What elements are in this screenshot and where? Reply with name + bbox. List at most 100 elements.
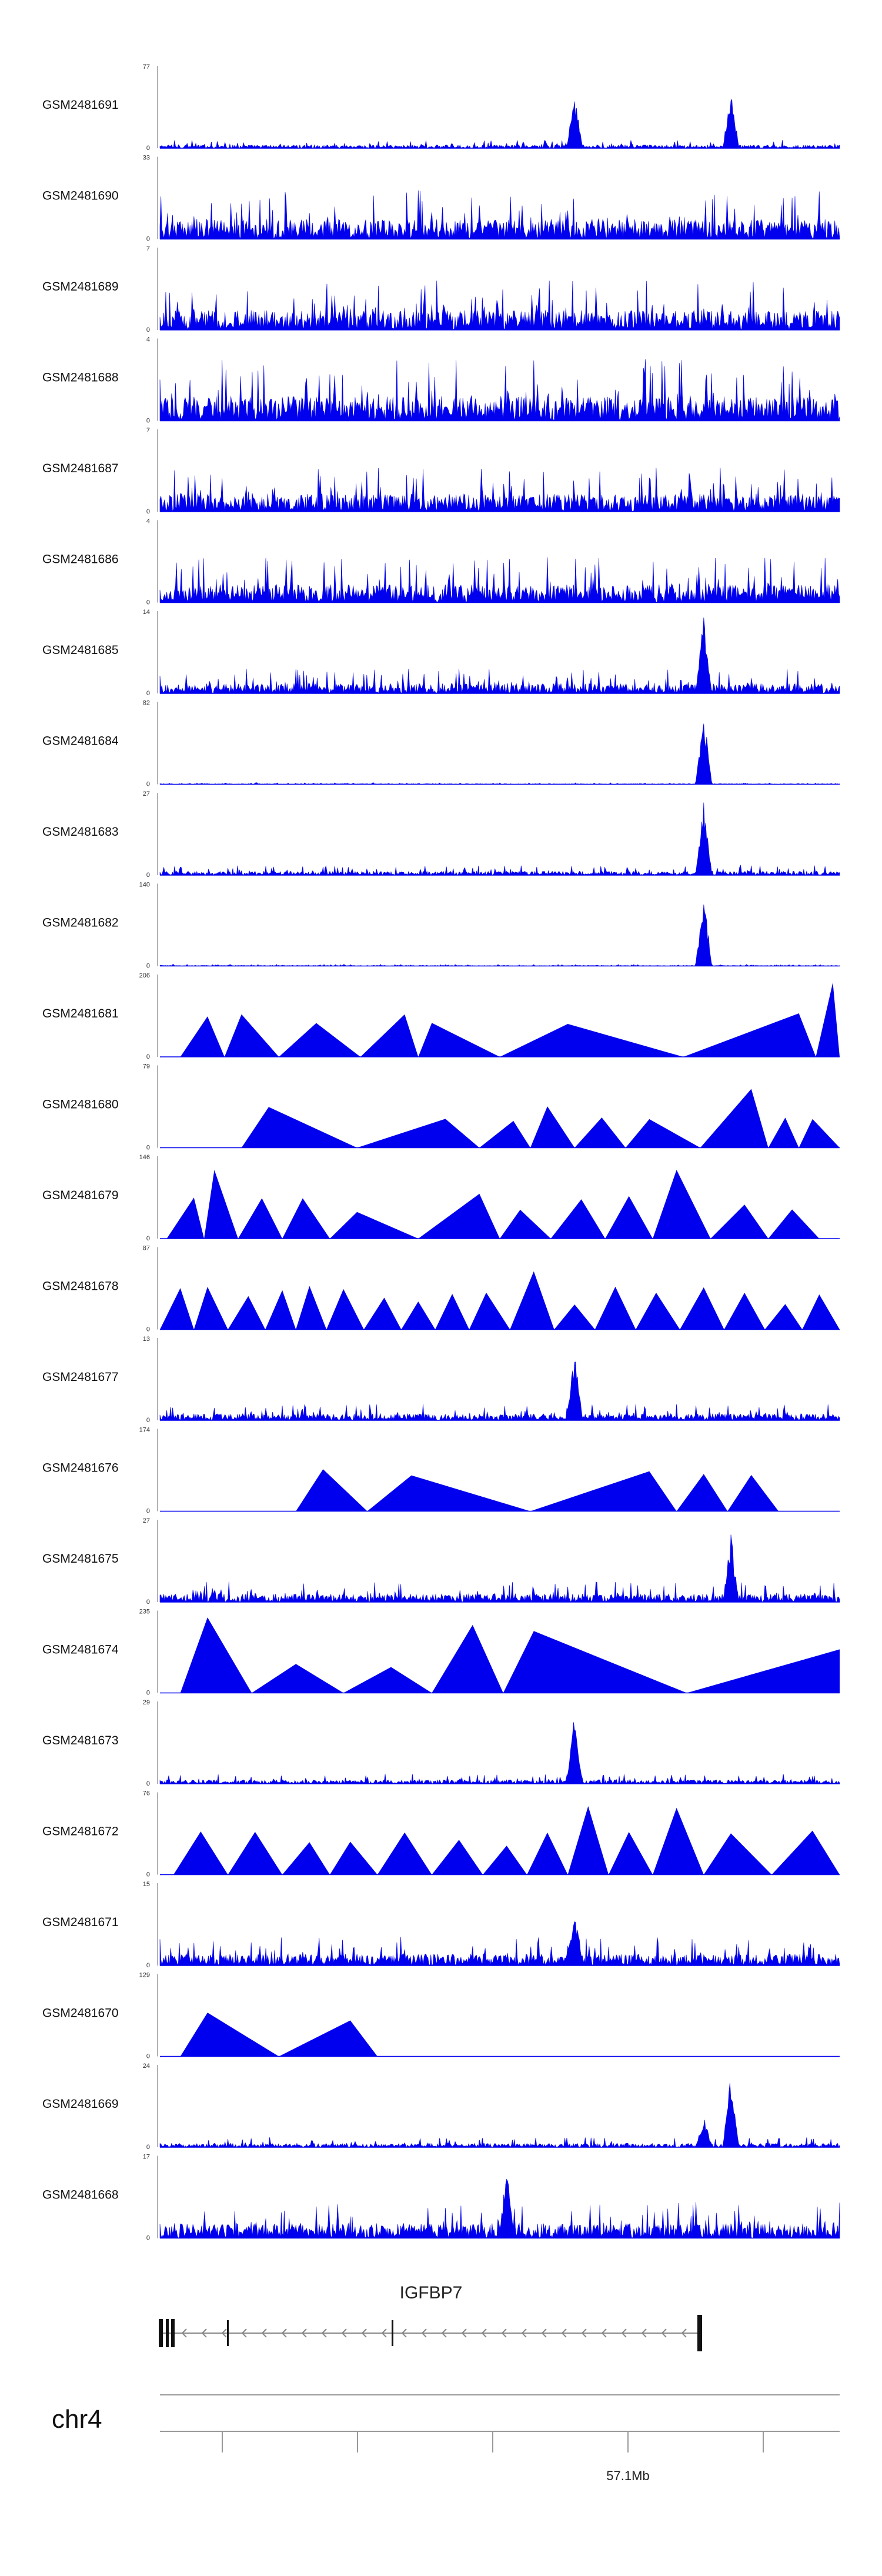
track: GSM2481673 29 0: [42, 1699, 840, 1787]
track-label: GSM2481681: [42, 1007, 119, 1020]
track: GSM2481680 79 0: [42, 1063, 840, 1152]
track: GSM2481691 77 0: [42, 64, 840, 152]
signal-peak: [180, 2013, 279, 2057]
signal-peak: [479, 1120, 530, 1148]
track-label: GSM2481673: [42, 1734, 119, 1747]
strand-arrow: [301, 2328, 307, 2338]
strand-arrow: [381, 2328, 387, 2338]
signal-peak: [166, 1197, 205, 1239]
track-min-label: 0: [146, 872, 150, 879]
strand-arrow: [201, 2328, 207, 2338]
signal-peak: [574, 1117, 626, 1148]
signal-peak: [764, 1304, 803, 1330]
signal-peak: [680, 1287, 724, 1330]
strand-arrow: [621, 2328, 627, 2338]
signal-peak: [609, 1831, 653, 1875]
axis-ticks: [222, 2431, 764, 2452]
signal-area: [159, 557, 840, 603]
signal-peak: [343, 1667, 432, 1693]
signal-peak: [296, 1469, 368, 1511]
track-label: GSM2481670: [42, 2007, 119, 2020]
track-max-label: 82: [143, 700, 150, 707]
track-max-label: 15: [143, 1881, 150, 1888]
signal-peak: [228, 1296, 266, 1330]
track-max-label: 4: [146, 518, 150, 525]
track: GSM2481689 7 0: [42, 245, 840, 333]
track-label: GSM2481675: [42, 1552, 119, 1566]
signal-area: [159, 2178, 840, 2239]
track-max-label: 79: [143, 1063, 150, 1070]
gene-exon: [171, 2319, 175, 2347]
track: GSM2481687 7 0: [42, 427, 840, 515]
track: GSM2481675 27 0: [42, 1517, 840, 1606]
track-min-label: 0: [146, 1417, 150, 1424]
track-max-label: 87: [143, 1245, 150, 1252]
strand-arrow: [641, 2328, 647, 2338]
gene-label: IGFBP7: [400, 2283, 463, 2303]
strand-arrow: [221, 2328, 227, 2338]
track-max-label: 174: [139, 1427, 150, 1434]
strand-arrow: [561, 2328, 567, 2338]
strand-arrow: [481, 2328, 487, 2338]
signal-area: [159, 618, 840, 694]
track-label: GSM2481676: [42, 1461, 119, 1475]
signal-peak: [727, 1474, 779, 1511]
track-max-label: 17: [143, 2154, 150, 2161]
signal-peak: [483, 1846, 527, 1875]
signal-peak: [360, 1014, 419, 1057]
signal-peak: [724, 1293, 765, 1330]
signal-peak: [768, 1117, 799, 1148]
track-min-label: 0: [146, 1326, 150, 1333]
signal-peak: [238, 1198, 283, 1239]
track-label: GSM2481687: [42, 462, 119, 475]
signal-peak: [432, 1624, 503, 1693]
signal-peak: [357, 1119, 480, 1148]
strand-arrow: [461, 2328, 467, 2338]
signal-peak: [228, 1831, 283, 1875]
strand-arrow: [601, 2328, 607, 2338]
track-max-label: 14: [143, 609, 150, 616]
signal-area: [159, 99, 840, 149]
signal-peak: [703, 1833, 772, 1875]
track-label: GSM2481686: [42, 553, 119, 566]
gene-model-track: IGFBP7: [159, 2283, 702, 2351]
track: GSM2481676 174 0: [42, 1427, 840, 1515]
track-label: GSM2481680: [42, 1098, 119, 1112]
track-min-label: 0: [146, 1053, 150, 1060]
signal-peak: [279, 2020, 377, 2057]
track-max-label: 33: [143, 155, 150, 162]
signal-peak: [224, 1014, 279, 1057]
track-max-label: 76: [143, 1790, 150, 1797]
signal-area: [159, 2083, 840, 2148]
signal-peak: [401, 1302, 436, 1330]
track-label: GSM2481678: [42, 1280, 119, 1293]
track-min-label: 0: [146, 2144, 150, 2151]
strand-arrow: [521, 2328, 527, 2338]
signal-peak: [363, 1297, 402, 1330]
signal-peak: [432, 1840, 483, 1875]
signal-peak: [686, 1649, 840, 1693]
signal-peak: [802, 1294, 840, 1330]
signal-peak: [683, 1013, 816, 1057]
track-label: GSM2481677: [42, 1370, 119, 1384]
strand-arrow: [261, 2328, 267, 2338]
track-label: GSM2481672: [42, 1825, 119, 1838]
track-min-label: 0: [146, 1962, 150, 1969]
track-label: GSM2481683: [42, 825, 119, 839]
signal-area: [159, 359, 840, 421]
strand-arrow: [441, 2328, 447, 2338]
signal-peak: [605, 1196, 653, 1239]
signal-peak: [530, 1106, 575, 1148]
track: GSM2481681 206 0: [42, 972, 840, 1060]
signal-peak: [700, 1089, 769, 1148]
track-label: GSM2481688: [42, 371, 119, 385]
track: GSM2481685 14 0: [42, 609, 840, 697]
track: GSM2481672 76 0: [42, 1790, 840, 1878]
signal-peak: [636, 1293, 680, 1330]
strand-arrow: [181, 2328, 187, 2338]
track-label: GSM2481689: [42, 280, 119, 293]
strand-arrow: [241, 2328, 247, 2338]
track-min-label: 0: [146, 418, 150, 425]
track-min-label: 0: [146, 1780, 150, 1787]
strand-arrow: [581, 2328, 587, 2338]
